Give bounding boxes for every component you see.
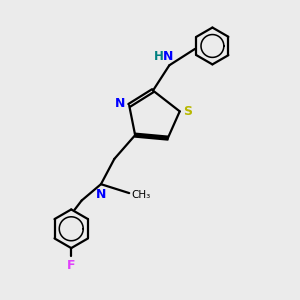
Text: S: S: [183, 105, 192, 118]
Text: N: N: [96, 188, 106, 201]
Text: CH₃: CH₃: [132, 190, 151, 200]
Text: N: N: [115, 98, 126, 110]
Text: F: F: [67, 259, 76, 272]
Text: N: N: [163, 50, 173, 63]
Text: H: H: [154, 50, 164, 63]
